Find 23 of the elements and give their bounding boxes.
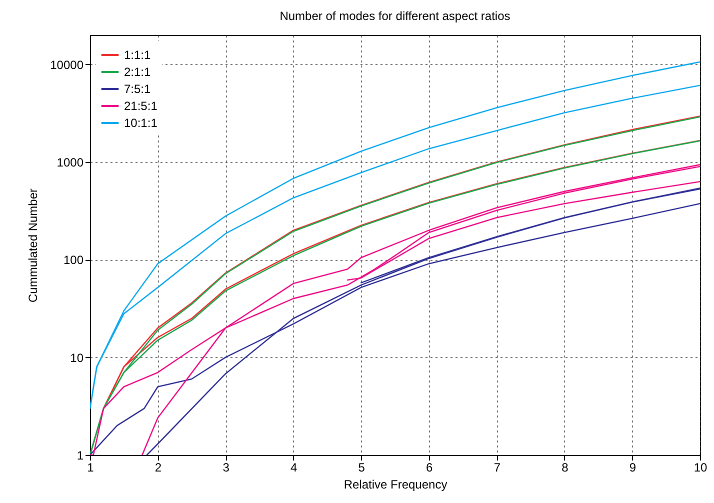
x-tick-label: 10: [694, 460, 708, 474]
legend-label: 1:1:1: [124, 48, 152, 62]
legend-label: 10:1:1: [124, 116, 158, 130]
x-tick-label: 5: [358, 460, 366, 474]
legend-label: 21:5:1: [124, 99, 158, 113]
legend-label: 2:1:1: [124, 65, 152, 79]
x-tick-label: 6: [426, 460, 434, 474]
x-axis-title: Relative Frequency: [344, 478, 448, 492]
legend-label: 7:5:1: [124, 82, 152, 96]
y-tick-label: 1000: [56, 156, 84, 170]
x-tick-label: 9: [629, 460, 636, 474]
x-tick-label: 3: [222, 460, 230, 474]
x-tick-label: 1: [87, 460, 94, 474]
x-tick-label: 2: [154, 460, 162, 474]
chart-title: Number of modes for different aspect ratios: [280, 9, 510, 23]
y-tick-label: 10: [70, 350, 84, 365]
y-axis-title: Cummulated Number: [26, 188, 40, 303]
y-tick-label: 100: [63, 253, 84, 268]
x-tick-label: 4: [290, 460, 298, 474]
x-tick-label: 7: [494, 460, 501, 474]
y-tick-label: 1: [76, 448, 84, 462]
x-tick-label: 8: [562, 460, 569, 474]
y-tick-label: 10000: [50, 58, 84, 72]
